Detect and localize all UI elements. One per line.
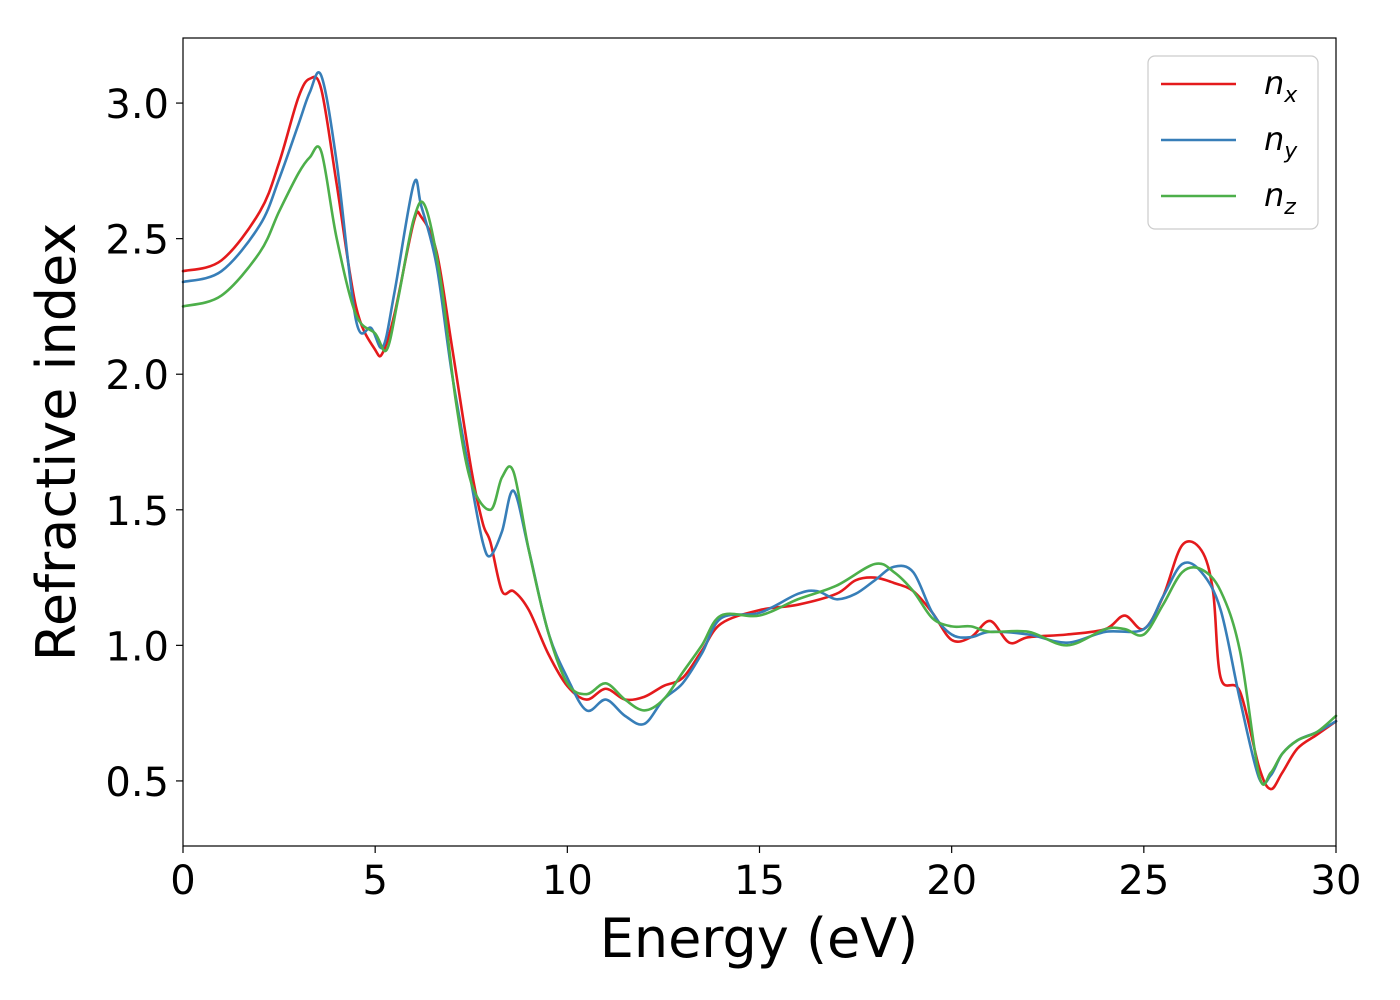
y-tick-label: 2.5	[105, 218, 169, 264]
x-tick-label: 5	[362, 858, 387, 904]
x-axis: 0 5 10 15 20 25 30	[170, 846, 1361, 904]
y-axis-label: Refractive index	[25, 223, 88, 662]
x-tick-label: 10	[542, 858, 593, 904]
series-line-nx	[181, 75, 1338, 791]
x-tick-label: 25	[1118, 858, 1169, 904]
legend-box	[1147, 55, 1319, 230]
y-tick-label: 1.5	[105, 489, 169, 535]
y-tick-label: 2.0	[105, 353, 169, 399]
x-tick-label: 15	[734, 858, 785, 904]
legend-label-nz: nz	[1264, 176, 1296, 220]
x-tick-label: 20	[926, 858, 977, 904]
legend: nx ny nz	[1147, 55, 1319, 230]
series-line-nz	[181, 145, 1338, 786]
y-tick-label: 0.5	[105, 760, 169, 806]
legend-label-nx: nx	[1264, 64, 1298, 108]
series-lines	[181, 71, 1338, 791]
y-tick-label: 1.0	[105, 624, 169, 670]
x-tick-label: 0	[170, 858, 195, 904]
legend-label-ny: ny	[1264, 120, 1298, 164]
y-tick-label: 3.0	[105, 82, 169, 128]
y-axis: 0.5 1.0 1.5 2.0 2.5 3.0	[105, 82, 183, 806]
x-axis-label: Energy (eV)	[600, 907, 919, 970]
x-tick-label: 30	[1311, 858, 1362, 904]
